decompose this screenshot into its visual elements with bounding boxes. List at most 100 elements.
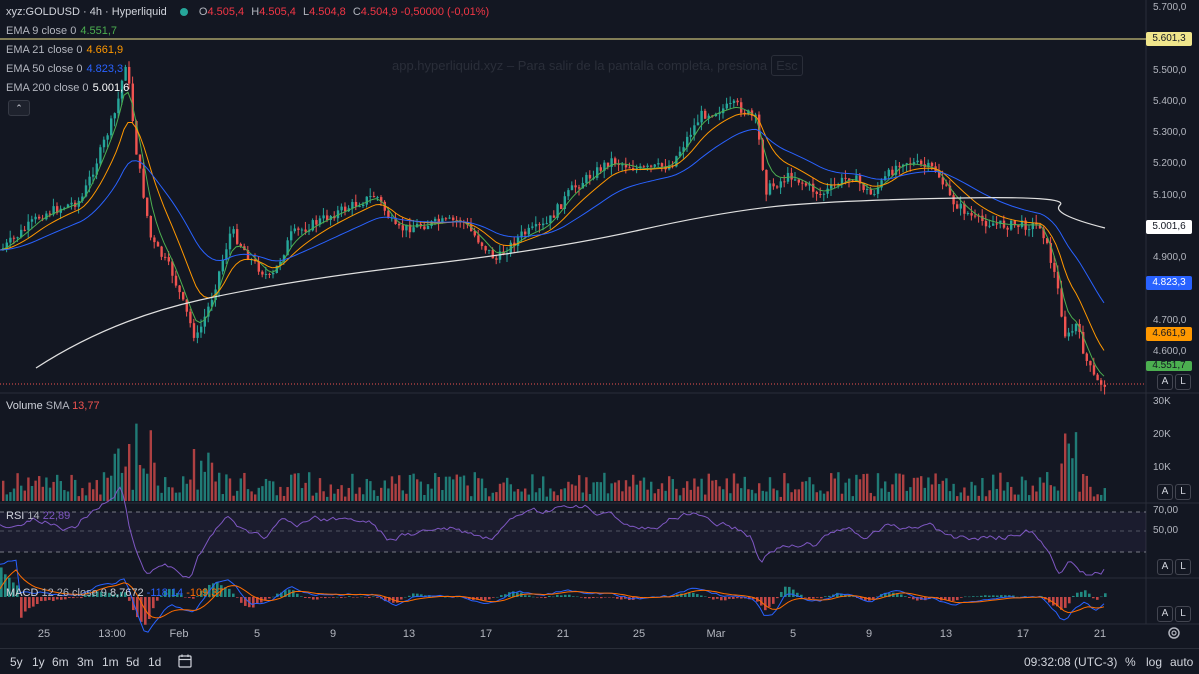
log-scale-toggle[interactable]: log xyxy=(1146,655,1163,669)
volume-legend[interactable]: Volume SMA 13,77 xyxy=(6,400,100,412)
volume-auto-scale-button[interactable]: A xyxy=(1157,484,1173,500)
candle-body xyxy=(538,224,541,226)
ema50-legend[interactable]: EMA 50 close 0 4.823,3 xyxy=(6,61,123,77)
candle-body xyxy=(578,187,581,189)
candle-body xyxy=(794,179,797,181)
volume-bar xyxy=(941,480,944,501)
range-5y-button[interactable]: 5y xyxy=(10,655,23,669)
candle-body xyxy=(916,160,919,163)
ema200-legend[interactable]: EMA 200 close 0 5.001,6 xyxy=(6,80,129,96)
macd-log-scale-button[interactable]: L xyxy=(1175,606,1191,622)
macd-histogram-bar xyxy=(72,597,75,599)
volume-bar xyxy=(110,475,113,501)
candle-body xyxy=(837,184,840,186)
volume-log-scale-button[interactable]: L xyxy=(1175,484,1191,500)
candle-body xyxy=(210,300,214,307)
range-1m-button[interactable]: 1m xyxy=(102,655,119,669)
horizontal-line-price-tag[interactable]: 5.601,3 xyxy=(1146,32,1192,46)
macd-histogram-bar xyxy=(484,597,487,601)
candle-body xyxy=(657,163,660,165)
rsi-legend[interactable]: RSI 14 22,89 xyxy=(6,510,70,522)
candle-body xyxy=(783,181,786,183)
collapse-legend-button[interactable]: ⌃ xyxy=(8,100,30,116)
volume-bar xyxy=(326,496,329,501)
price-axis-label: 5.200,0 xyxy=(1153,158,1187,169)
volume-bar xyxy=(167,487,170,501)
percent-scale-toggle[interactable]: % xyxy=(1125,655,1136,669)
clock-timezone[interactable]: 09:32:08 (UTC-3) xyxy=(1024,655,1118,669)
chart-canvas[interactable] xyxy=(0,0,1199,648)
macd-auto-scale-button[interactable]: A xyxy=(1157,606,1173,622)
volume-bar xyxy=(1071,458,1074,501)
macd-histogram-bar xyxy=(504,594,507,597)
volume-bar xyxy=(178,492,181,501)
volume-bar xyxy=(59,481,62,501)
macd-histogram-bar xyxy=(1000,595,1003,597)
chart-settings-icon[interactable] xyxy=(1167,626,1181,640)
volume-bar xyxy=(1078,491,1081,501)
price-axis-label: 5.400,0 xyxy=(1153,96,1187,107)
volume-bar xyxy=(16,473,19,501)
volume-bar xyxy=(981,477,984,501)
range-1y-button[interactable]: 1y xyxy=(32,655,45,669)
rsi-log-scale-button[interactable]: L xyxy=(1175,559,1191,575)
macd-histogram-bar xyxy=(684,594,687,597)
macd-histogram-bar xyxy=(1088,593,1091,597)
candle-body xyxy=(1010,220,1013,230)
ema50-price-tag: 4.823,3 xyxy=(1146,276,1192,290)
volume-bar xyxy=(243,472,246,501)
macd-histogram-bar xyxy=(720,597,723,601)
volume-bar xyxy=(149,430,152,501)
volume-bar xyxy=(77,496,80,501)
macd-histogram-bar xyxy=(992,595,995,597)
range-3m-button[interactable]: 3m xyxy=(77,655,94,669)
volume-bar xyxy=(696,486,700,501)
volume-bar xyxy=(797,489,800,501)
ema9-legend[interactable]: EMA 9 close 0 4.551,7 xyxy=(6,23,117,39)
range-5d-button[interactable]: 5d xyxy=(126,655,140,669)
date-range-calendar-icon[interactable] xyxy=(177,653,193,669)
candle-body xyxy=(142,168,145,198)
log-scale-button[interactable]: L xyxy=(1175,374,1191,390)
ema21-legend[interactable]: EMA 21 close 0 4.661,9 xyxy=(6,42,123,58)
symbol-title[interactable]: xyz:GOLDUSD · 4h · Hyperliquid xyxy=(6,6,167,18)
macd-histogram-bar xyxy=(1084,590,1087,597)
candle-body xyxy=(365,196,368,205)
macd-histogram-bar xyxy=(1004,595,1007,597)
volume-bar xyxy=(63,490,66,501)
macd-histogram-bar xyxy=(584,597,587,599)
volume-bar xyxy=(171,487,174,501)
candle-body xyxy=(279,261,282,266)
volume-bar xyxy=(257,487,260,501)
volume-bar xyxy=(322,491,325,501)
auto-scale-button[interactable]: A xyxy=(1157,374,1173,390)
candle-body xyxy=(920,160,923,165)
macd-histogram-bar xyxy=(580,597,583,598)
macd-histogram-bar xyxy=(304,597,307,599)
macd-histogram-bar xyxy=(636,597,639,599)
macd-histogram-bar xyxy=(956,597,959,601)
volume-bar xyxy=(567,481,570,501)
macd-legend[interactable]: MACD 12 26 close 9 8,7672 -118,14 -109,3… xyxy=(6,587,224,599)
volume-bar xyxy=(747,489,750,501)
volume-bar xyxy=(52,481,55,501)
candle-body xyxy=(221,259,224,272)
candle-body xyxy=(218,271,221,290)
candle-body xyxy=(830,184,833,189)
candle-body xyxy=(858,175,862,184)
candle-body xyxy=(308,230,311,232)
candle-body xyxy=(99,147,102,164)
candle-body xyxy=(354,201,358,207)
rsi-auto-scale-button[interactable]: A xyxy=(1157,559,1173,575)
macd-histogram-bar xyxy=(776,597,779,599)
range-1d-button[interactable]: 1d xyxy=(148,655,162,669)
auto-scale-toggle[interactable]: auto xyxy=(1170,655,1194,669)
volume-bar xyxy=(354,493,358,501)
candle-body xyxy=(30,219,34,222)
volume-bar xyxy=(1082,474,1085,501)
volume-bar xyxy=(441,490,444,501)
macd-histogram-bar xyxy=(708,597,711,598)
macd-histogram-bar xyxy=(1072,595,1075,597)
macd-histogram-bar xyxy=(60,597,63,600)
range-6m-button[interactable]: 6m xyxy=(52,655,69,669)
